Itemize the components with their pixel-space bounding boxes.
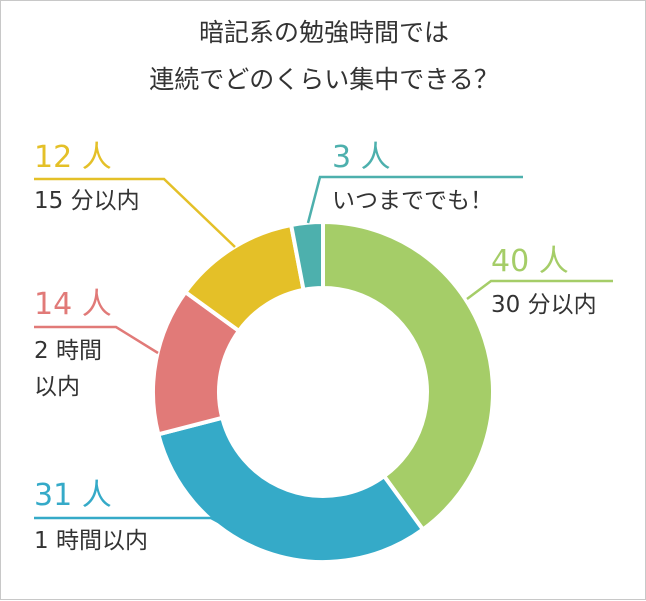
slice-count-label-3: 3 人	[332, 140, 391, 175]
slice-category-label-forever: いつまででも！	[332, 188, 493, 214]
slice-count-label-12: 12 人	[34, 140, 112, 175]
chart-title-line-2: 連続でどのくらい集中できる？	[149, 65, 499, 94]
slice-category-label-2hours-line-2: 以内	[34, 374, 80, 400]
leader-line-30min	[466, 279, 613, 300]
leader-line-1hour	[34, 516, 238, 534]
slice-count-label-31: 31 人	[34, 478, 112, 513]
slice-category-label-30min: 30 分以内	[491, 292, 597, 318]
donut-slice-forever	[289, 220, 325, 292]
slice-category-label-1hour: 1 時間以内	[34, 528, 148, 554]
slice-category-label-15min: 15 分以内	[34, 188, 140, 214]
slice-category-label-2hours-line-1: 2 時間	[34, 338, 102, 364]
donut-slice-30min	[321, 220, 495, 532]
donut-slices	[151, 220, 495, 564]
leader-line-2hours	[34, 325, 159, 355]
donut-slice-1hour	[156, 415, 425, 564]
leader-lines	[34, 175, 613, 534]
slice-count-label-14: 14 人	[34, 287, 112, 322]
slice-count-label-40: 40 人	[491, 244, 569, 279]
leader-line-forever	[306, 175, 523, 224]
chart-title-line-1: 暗記系の勉強時間では	[199, 18, 449, 47]
leader-line-15min	[34, 177, 236, 248]
